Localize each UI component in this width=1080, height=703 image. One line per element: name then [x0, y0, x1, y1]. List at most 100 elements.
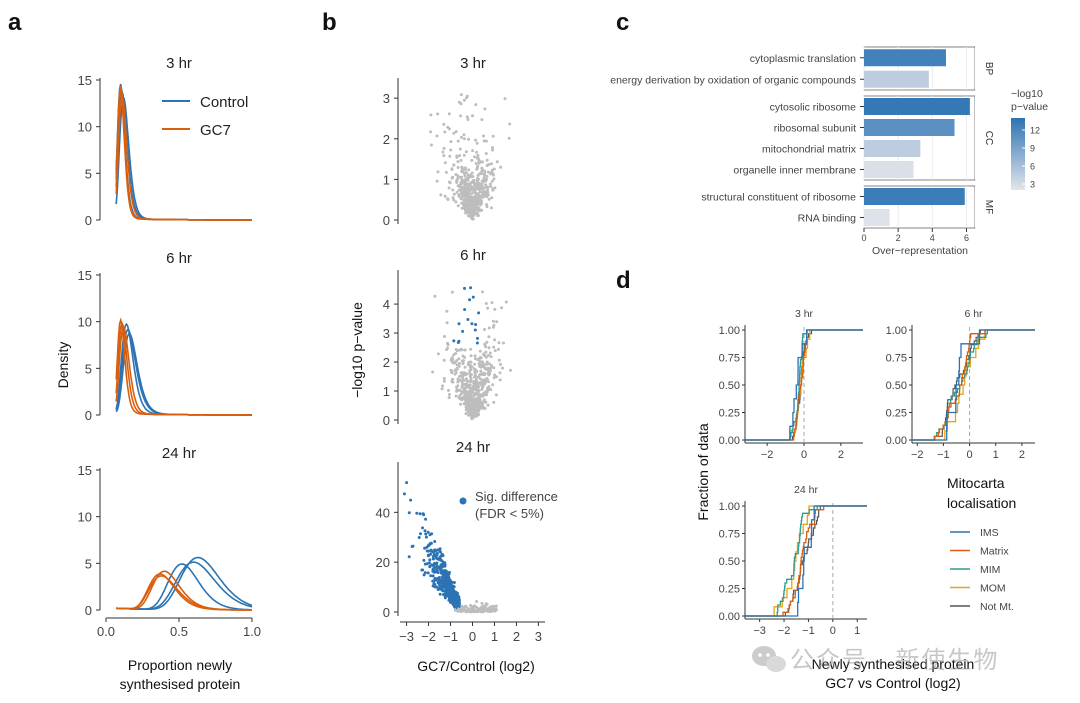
panel-a-facet-title: 24 hr — [162, 445, 196, 462]
panel-b-point — [443, 194, 447, 198]
panel-b-point — [477, 161, 481, 165]
panel-b-point — [491, 134, 495, 138]
panel-b-facet-title: 6 hr — [460, 247, 486, 264]
panel-b-point — [469, 376, 473, 380]
panel-d-ecdf: 3 hr 0.00 0.25 0.50 0.75 1.00 −2 0 2 6 hr 0.00 0.25… — [695, 308, 1035, 691]
panel-b-x-tick-label: −1 — [443, 629, 458, 644]
panel-b-point — [443, 335, 446, 338]
panel-b-point — [464, 377, 468, 381]
panel-b-point — [499, 362, 502, 366]
panel-b-point — [442, 377, 446, 380]
panel-b-point — [479, 369, 483, 373]
panel-b-point — [476, 358, 480, 362]
panel-b-point — [471, 206, 475, 210]
panel-b-point — [435, 134, 439, 138]
panel-b-point-sig — [439, 587, 442, 591]
panel-b-point — [463, 178, 467, 182]
panel-b-point — [480, 170, 484, 173]
panel-a-y-tick-label: 5 — [85, 361, 92, 376]
panel-b-point — [487, 380, 490, 384]
panel-b-point-sig — [432, 557, 435, 561]
panel-b-point — [480, 179, 484, 183]
panel-d-y-tick-label: 1.00 — [886, 325, 907, 337]
panel-b-point — [459, 196, 463, 200]
panel-d-legend-title-1: Mitocarta — [947, 475, 1005, 491]
panel-d-ecdf-line-matrix — [912, 329, 1035, 441]
panel-b-point — [474, 410, 478, 414]
panel-d-ecdf-line-mom — [745, 505, 867, 617]
panel-b-point — [485, 340, 489, 344]
panel-b-point — [447, 186, 451, 190]
panel-a-x-title-line2: synthesised protein — [120, 676, 241, 692]
panel-b-y-tick-label: 0 — [383, 605, 390, 620]
panel-b-point — [443, 130, 447, 134]
panel-c-bar — [864, 188, 965, 205]
panel-b-point — [485, 377, 489, 380]
panel-b-point — [450, 290, 454, 294]
panel-b-point — [441, 150, 445, 154]
panel-b-point — [492, 400, 496, 404]
panel-b-point — [473, 362, 477, 366]
panel-b-point — [475, 600, 479, 603]
panel-b-point — [449, 140, 453, 144]
panel-b-point — [483, 606, 487, 610]
panel-c-colorbar-tick-label: 6 — [1030, 162, 1035, 172]
panel-b-point — [491, 148, 495, 152]
panel-b-point — [441, 384, 445, 388]
panel-b-point — [444, 170, 448, 174]
panel-b-point — [465, 197, 469, 201]
panel-c-strip-label: CC — [983, 131, 994, 145]
panel-b-point — [472, 394, 476, 398]
panel-b-point-sig — [437, 565, 441, 569]
panel-b-point — [468, 205, 471, 209]
panel-b-point-sig — [422, 573, 426, 577]
panel-b-point-sig — [457, 604, 461, 608]
panel-b-point — [458, 154, 462, 158]
panel-b-point-sig — [457, 339, 461, 343]
panel-b-point — [459, 402, 462, 406]
panel-b-point — [464, 171, 468, 175]
panel-b-point — [456, 160, 460, 164]
panel-b-point — [473, 604, 477, 608]
panel-b-point — [470, 171, 474, 175]
panel-b-point — [469, 196, 472, 200]
panel-b-point — [483, 169, 487, 173]
panel-b-point — [469, 379, 473, 383]
panel-b-point-sig — [449, 600, 453, 604]
panel-b-point-sig — [430, 532, 434, 536]
panel-d-y-tick-label: 1.00 — [719, 325, 740, 337]
panel-b-point — [490, 196, 494, 200]
panel-b-point — [460, 135, 463, 139]
panel-a-x-tick-label: 1.0 — [243, 624, 261, 639]
panel-b-point — [482, 382, 485, 385]
panel-b-point — [462, 137, 466, 141]
panel-c-strip-label: BP — [983, 62, 994, 76]
panel-b-point — [459, 182, 463, 186]
panel-b-point — [470, 610, 473, 614]
panel-b-point — [442, 154, 446, 158]
panel-c-x-tick-label: 4 — [930, 233, 935, 243]
panel-b-point — [445, 309, 449, 313]
panel-b-point — [480, 172, 484, 176]
panel-d-x-tick-label: −2 — [761, 449, 774, 461]
panel-a-y-tick-label: 0 — [85, 603, 92, 618]
panel-b-point — [476, 608, 480, 612]
panel-b-point-sig — [431, 579, 435, 583]
panel-b-point — [481, 160, 484, 164]
panel-b-point — [478, 195, 482, 199]
panel-b-point — [484, 194, 488, 198]
panel-b-point-sig — [444, 569, 448, 573]
panel-b-point — [465, 401, 469, 405]
panel-b-point — [493, 307, 497, 311]
panel-b-y-tick-label: 0 — [383, 413, 390, 428]
panel-d-facet-title: 24 hr — [794, 484, 818, 496]
panel-b-point — [455, 179, 459, 183]
panel-b-point-sig — [435, 561, 439, 565]
panel-b-point — [451, 361, 455, 365]
panel-b-point — [480, 199, 484, 203]
panel-b-point-sig — [468, 298, 472, 302]
panel-b-point — [466, 193, 469, 197]
panel-b-point-sig — [418, 512, 422, 516]
panel-b-point — [473, 407, 477, 411]
panel-b-point — [459, 371, 463, 375]
